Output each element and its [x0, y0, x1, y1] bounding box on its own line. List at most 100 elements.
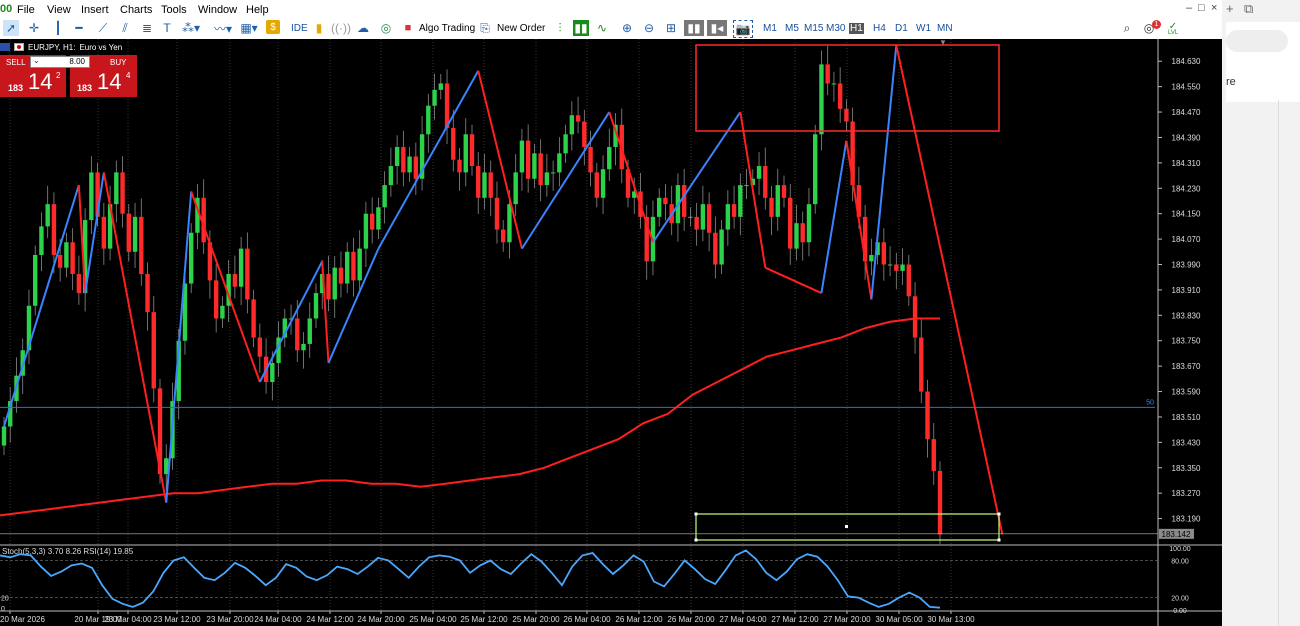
timeframe-m30[interactable]: M30: [826, 23, 846, 34]
time-tick-label: 24 Mar 20:00: [357, 615, 405, 624]
screenshot-icon[interactable]: 📷: [733, 20, 753, 38]
candle-body: [451, 127, 456, 160]
menu-window[interactable]: Window: [198, 4, 238, 16]
timeframe-m5[interactable]: M5: [785, 23, 799, 34]
time-tick-label: 25 Mar 20:00: [512, 615, 560, 624]
close-button[interactable]: ×: [1211, 2, 1218, 14]
level-icon[interactable]: ✓: [1168, 20, 1178, 32]
time-tick-label: 24 Mar 04:00: [254, 615, 302, 624]
new-order-button[interactable]: New Order: [497, 23, 546, 34]
notifications-icon[interactable]: ◎: [1143, 21, 1155, 35]
channel-icon[interactable]: ⫽: [122, 20, 128, 35]
timeframe-h1[interactable]: H1: [849, 23, 864, 34]
menu-view[interactable]: View: [47, 4, 71, 16]
time-tick-label: 26 Mar 04:00: [563, 615, 611, 624]
fibonacci-icon[interactable]: ≣: [141, 21, 153, 35]
text-icon[interactable]: T: [163, 21, 171, 35]
candle-body: [70, 242, 75, 275]
scroll-icon[interactable]: ▮▮: [684, 20, 704, 36]
candle-body: [607, 146, 612, 170]
app-icon[interactable]: 00: [0, 3, 13, 15]
copy-icon[interactable]: ⧉: [1244, 1, 1254, 16]
candle-body: [575, 115, 581, 122]
timeframe-d1[interactable]: D1: [895, 23, 908, 34]
candle-body: [569, 115, 575, 135]
candle-body: [288, 318, 294, 320]
shapes-icon[interactable]: ⁂▾: [181, 21, 201, 35]
signal-icon[interactable]: ((·)): [331, 21, 351, 35]
crosshair-icon[interactable]: ✛: [28, 21, 40, 35]
candle-body: [588, 146, 593, 173]
plus-icon[interactable]: +: [1226, 1, 1234, 16]
candle-body: [45, 204, 50, 227]
candle-body: [513, 172, 518, 205]
new-order-icon[interactable]: ⎘: [480, 20, 490, 35]
candlestick-icon[interactable]: ▮▮: [573, 20, 589, 36]
vertical-line-icon[interactable]: ┃: [54, 21, 62, 35]
lot-size-input[interactable]: ⌄ 8.00: [30, 56, 90, 68]
search-icon[interactable]: ⌕: [1123, 20, 1131, 35]
candle-body: [881, 242, 887, 265]
candle-body: [469, 134, 475, 167]
ide-button[interactable]: IDE: [291, 23, 308, 34]
candle-body: [220, 305, 225, 319]
template-icon[interactable]: ▦▾: [240, 21, 258, 35]
menu-help[interactable]: Help: [246, 4, 269, 16]
market-icon[interactable]: $: [266, 20, 280, 34]
candle-body: [8, 401, 13, 427]
minimize-button[interactable]: –: [1186, 2, 1193, 14]
zigzag-segment: [739, 111, 767, 268]
algo-trading-icon[interactable]: ■: [404, 22, 412, 34]
zigzag-segment: [190, 191, 261, 383]
candle-body: [394, 146, 400, 167]
timeframe-m15[interactable]: M15: [804, 23, 824, 34]
candle-body: [76, 274, 82, 294]
candle-body: [376, 207, 381, 230]
panel-search-bar[interactable]: [1226, 30, 1288, 52]
vps-icon[interactable]: ◎: [380, 21, 392, 35]
price-chart[interactable]: 50▼ 184.630184.550184.470184.390184.3101…: [0, 39, 1222, 626]
zone-handle: [997, 512, 1001, 516]
zigzag-segment: [477, 70, 523, 249]
timeframe-mn[interactable]: MN: [937, 23, 953, 34]
price-tick-label: 183.590: [1172, 388, 1201, 397]
zoom-out-icon[interactable]: ⊖: [643, 21, 655, 35]
candle-body: [401, 146, 406, 173]
cloud-icon[interactable]: ☁: [357, 21, 369, 35]
menu-insert[interactable]: Insert: [81, 4, 109, 16]
menu-charts[interactable]: Charts: [120, 4, 153, 16]
zigzag: [3, 45, 1004, 535]
candle-body: [476, 166, 481, 198]
line-chart-icon[interactable]: 〰▾: [213, 21, 233, 36]
algo-trading-button[interactable]: Algo Trading: [419, 23, 476, 34]
candle-body: [806, 204, 812, 243]
tile-icon[interactable]: ⊞: [665, 21, 677, 35]
menu-file[interactable]: File: [17, 4, 35, 16]
restore-button[interactable]: □: [1198, 2, 1205, 14]
timeframe-h4[interactable]: H4: [873, 23, 886, 34]
lock-icon[interactable]: ▮: [315, 21, 323, 35]
candle-body: [413, 156, 419, 179]
shift-icon[interactable]: ▮◂: [707, 20, 727, 36]
trendline-icon[interactable]: ⟋: [98, 20, 108, 35]
candle-body: [700, 204, 706, 230]
candle-body: [594, 172, 599, 198]
chart-area[interactable]: 50 ▼ 184.630 184.550 184.470 184.390 184.310 1…: [0, 39, 1222, 626]
timeframe-m1[interactable]: M1: [763, 23, 777, 34]
lot-chevron-icon[interactable]: ⌄: [33, 56, 40, 65]
time-tick-label: 30 Mar 05:00: [875, 615, 923, 624]
candle-body: [488, 172, 493, 198]
cursor-icon[interactable]: ➚: [3, 20, 19, 36]
zoom-in-icon[interactable]: ⊕: [621, 21, 633, 35]
candle-body: [819, 64, 824, 135]
bar-chart-icon[interactable]: ⫶: [558, 20, 562, 35]
menu-bar: 00 File View Insert Charts Tools Window …: [0, 0, 1222, 20]
horizontal-line-icon[interactable]: ━: [75, 21, 83, 35]
price-tick-label: 184.630: [1172, 57, 1201, 66]
toolbar: ➚ ✛ ┃ ━ ⟋ ⫽ ≣ T ⁂▾ 〰▾ ▦▾ $ IDE ▮ ((·)) ☁…: [0, 18, 1222, 40]
price-tick-label: 183.430: [1172, 438, 1201, 447]
line-icon[interactable]: ∿: [596, 21, 608, 35]
timeframe-w1[interactable]: W1: [916, 23, 931, 34]
menu-tools[interactable]: Tools: [161, 4, 187, 16]
